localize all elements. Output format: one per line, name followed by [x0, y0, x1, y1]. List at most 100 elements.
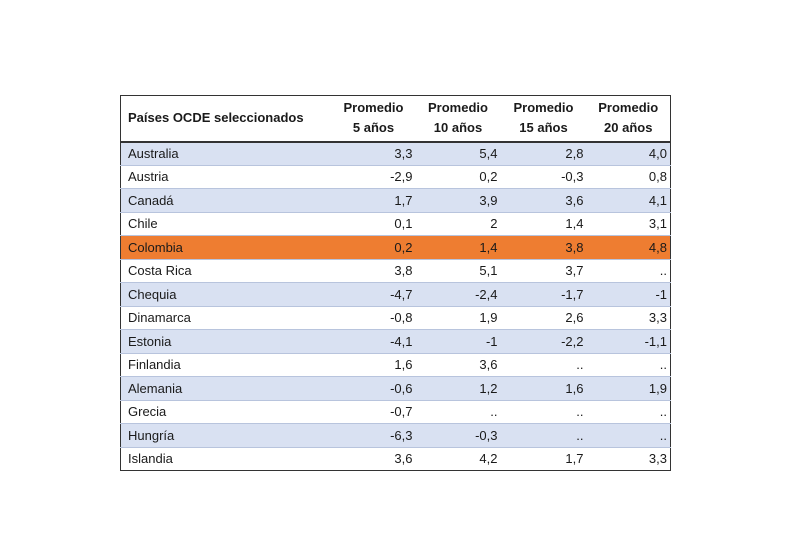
- value-cell: 5,4: [415, 141, 501, 166]
- country-cell: Grecia: [120, 400, 332, 424]
- value-cell: 0,8: [586, 165, 671, 189]
- value-cell: ..: [586, 353, 671, 377]
- header-avg-15: Promedio 15 años: [500, 95, 587, 143]
- table-row: Islandia 3,6 4,2 1,7 3,3: [120, 447, 671, 471]
- value-cell: -1: [586, 282, 671, 307]
- value-cell: ..: [586, 400, 671, 424]
- value-cell: 3,3: [331, 141, 416, 166]
- value-cell: -0,3: [500, 165, 587, 189]
- value-cell: 4,1: [586, 188, 671, 213]
- value-cell: 1,9: [586, 376, 671, 401]
- table-body: Australia 3,3 5,4 2,8 4,0 Austria -2,9 0,2 -0,3 0…: [120, 141, 671, 471]
- value-cell: 2: [415, 212, 501, 236]
- table-row: Grecia -0,7......: [120, 400, 671, 424]
- oecd-comparison-table: Países OCDE seleccionados Promedio 5 año…: [120, 95, 671, 471]
- value-cell: 1,4: [500, 212, 587, 236]
- value-cell: 0,1: [331, 212, 416, 236]
- value-cell: -2,9: [331, 165, 416, 189]
- header-avg-15-line1: Promedio: [513, 100, 574, 116]
- country-cell: Colombia: [120, 235, 332, 260]
- country-cell: Hungría: [120, 423, 332, 448]
- value-cell: 4,8: [586, 235, 671, 260]
- table-header: Países OCDE seleccionados Promedio 5 año…: [120, 95, 671, 143]
- country-cell: Dinamarca: [120, 306, 332, 330]
- header-row: Países OCDE seleccionados Promedio 5 año…: [120, 95, 671, 143]
- country-cell: Chequia: [120, 282, 332, 307]
- country-cell: Canadá: [120, 188, 332, 213]
- value-cell: -2,2: [500, 329, 587, 354]
- table-row: Australia 3,3 5,4 2,8 4,0: [120, 141, 671, 166]
- value-cell: 2,6: [500, 306, 587, 330]
- value-cell: 3,3: [586, 447, 671, 471]
- value-cell: -0,6: [331, 376, 416, 401]
- value-cell: -0,7: [331, 400, 416, 424]
- table-row: Austria -2,9 0,2 -0,3 0,8: [120, 165, 671, 189]
- value-cell: 1,9: [415, 306, 501, 330]
- value-cell: 1,7: [331, 188, 416, 213]
- value-cell: -0,8: [331, 306, 416, 330]
- table-row: Dinamarca -0,8 1,9 2,6 3,3: [120, 306, 671, 330]
- header-avg-10: Promedio 10 años: [415, 95, 501, 143]
- value-cell: -4,7: [331, 282, 416, 307]
- table-row: Finlandia 1,6 3,6....: [120, 353, 671, 377]
- value-cell: 1,6: [500, 376, 587, 401]
- value-cell: 2,8: [500, 141, 587, 166]
- oecd-table-container: Países OCDE seleccionados Promedio 5 año…: [120, 95, 671, 471]
- header-country-label: Países OCDE seleccionados: [128, 110, 304, 126]
- header-avg-20: Promedio 20 años: [586, 95, 671, 143]
- value-cell: 1,6: [331, 353, 416, 377]
- header-avg-20-line2: 20 años: [604, 120, 653, 136]
- value-cell: 1,2: [415, 376, 501, 401]
- value-cell: 3,6: [415, 353, 501, 377]
- value-cell: 3,9: [415, 188, 501, 213]
- value-cell: 4,2: [415, 447, 501, 471]
- header-avg-5-line1: Promedio: [343, 100, 404, 116]
- value-cell: -4,1: [331, 329, 416, 354]
- value-cell: 0,2: [331, 235, 416, 260]
- value-cell: 3,7: [500, 259, 587, 283]
- value-cell: -0,3: [415, 423, 501, 448]
- value-cell: ..: [586, 423, 671, 448]
- value-cell: 3,3: [586, 306, 671, 330]
- value-cell: 3,8: [331, 259, 416, 283]
- table-row: Estonia -4,1 -1 -2,2 -1,1: [120, 329, 671, 354]
- country-cell: Islandia: [120, 447, 332, 471]
- header-avg-10-line2: 10 años: [433, 120, 483, 136]
- value-cell: ..: [500, 353, 587, 377]
- header-avg-5-line2: 5 años: [352, 120, 395, 136]
- value-cell: ..: [500, 423, 587, 448]
- country-cell: Costa Rica: [120, 259, 332, 283]
- value-cell: 3,6: [500, 188, 587, 213]
- table-row: Colombia 0,2 1,4 3,8 4,8: [120, 235, 671, 260]
- value-cell: 0,2: [415, 165, 501, 189]
- value-cell: 5,1: [415, 259, 501, 283]
- value-cell: ..: [586, 259, 671, 283]
- table-row: Hungría -6,3 -0,3....: [120, 423, 671, 448]
- value-cell: 3,1: [586, 212, 671, 236]
- value-cell: -2,4: [415, 282, 501, 307]
- country-cell: Chile: [120, 212, 332, 236]
- value-cell: ..: [415, 400, 501, 424]
- header-avg-5: Promedio 5 años: [331, 95, 416, 143]
- country-cell: Estonia: [120, 329, 332, 354]
- value-cell: 3,8: [500, 235, 587, 260]
- header-avg-20-line1: Promedio: [598, 100, 659, 116]
- table-row: Chequia -4,7 -2,4 -1,7 -1: [120, 282, 671, 307]
- header-country: Países OCDE seleccionados: [120, 95, 332, 143]
- value-cell: 1,7: [500, 447, 587, 471]
- header-avg-10-line1: Promedio: [428, 100, 488, 116]
- country-cell: Alemania: [120, 376, 332, 401]
- table-row: Chile 0,1 2 1,4 3,1: [120, 212, 671, 236]
- header-avg-15-line2: 15 años: [519, 120, 568, 136]
- value-cell: -1,1: [586, 329, 671, 354]
- table-row: Alemania -0,6 1,2 1,6 1,9: [120, 376, 671, 401]
- value-cell: ..: [500, 400, 587, 424]
- value-cell: -6,3: [331, 423, 416, 448]
- country-cell: Finlandia: [120, 353, 332, 377]
- country-cell: Australia: [120, 141, 332, 166]
- value-cell: 4,0: [586, 141, 671, 166]
- table-row: Canadá 1,7 3,9 3,6 4,1: [120, 188, 671, 213]
- value-cell: 1,4: [415, 235, 501, 260]
- table-row: Costa Rica 3,8 5,1 3,7..: [120, 259, 671, 283]
- value-cell: -1: [415, 329, 501, 354]
